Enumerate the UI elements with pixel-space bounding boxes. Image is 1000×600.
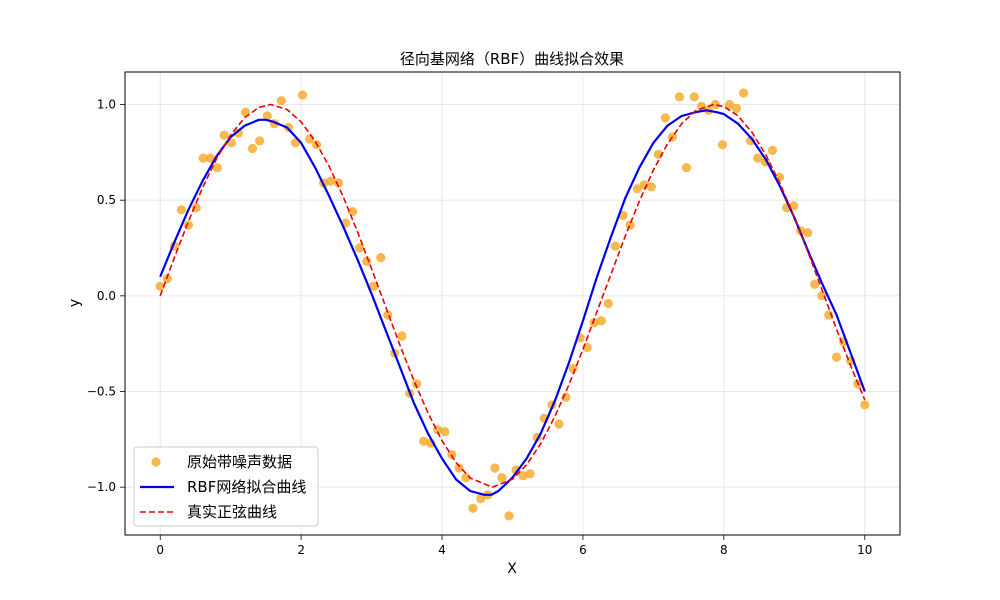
data-point [397,331,407,341]
data-point [689,92,699,102]
data-point [490,463,500,473]
data-point [554,419,564,429]
data-point [233,128,243,138]
x-tick-label: 2 [297,543,305,557]
data-point [832,352,842,362]
grid [125,72,900,535]
x-axis-label: X [507,561,517,577]
plot-frame [124,71,901,536]
data-point [183,220,193,230]
x-tick-label: 8 [720,543,728,557]
data-point [860,400,870,410]
chart-title: 径向基网络（RBF）曲线拟合效果 [400,50,624,68]
rbf-fit-line [159,109,866,496]
data-point [646,182,656,192]
data-point [476,494,486,504]
data-point [468,503,478,513]
data-point [717,140,728,150]
data-point [461,473,471,483]
data-point [753,153,763,163]
data-point [504,511,514,521]
legend-marker-scatter [151,457,161,467]
y-axis-label: y [67,299,83,307]
data-point [681,163,692,173]
y-tick-label: −0.5 [87,385,116,399]
data-point [205,153,215,163]
data-point [610,241,621,251]
y-tick-label: 0.5 [97,193,116,207]
legend-label: RBF网络拟合曲线 [187,478,306,496]
data-point [632,184,642,194]
x-tick-label: 6 [579,543,587,557]
data-point [255,136,265,146]
data-point [297,90,308,100]
scatter-series [155,88,870,521]
x-tick-label: 0 [156,543,164,557]
data-point [724,99,735,110]
data-point [198,153,208,163]
data-point [568,363,578,374]
data-point [497,473,507,483]
legend-box [133,446,319,527]
data-point [376,253,386,263]
plot-area [155,88,870,521]
data-point [326,176,336,186]
data-point [810,279,820,289]
data-point [525,469,535,479]
data-point [355,243,365,253]
data-point [348,207,358,217]
data-point [674,92,685,102]
x-tick-label: 10 [857,543,872,557]
y-tick-label: −1.0 [87,480,116,494]
data-point [454,463,464,473]
data-point [803,228,813,238]
data-point [176,205,186,215]
data-point [596,316,606,326]
data-point [767,145,778,155]
data-point [333,178,344,188]
data-point [276,96,286,106]
data-point [262,111,272,121]
legend-label: 真实正弦曲线 [187,503,277,521]
axis-ticks: 0 2 4 6 8 10 −1.0 −0.5 0.0 0.5 1.0 [87,98,873,557]
data-point [369,281,379,291]
y-tick-label: 1.0 [97,98,116,112]
data-point [639,180,649,190]
x-tick-label: 4 [438,543,446,557]
data-point [247,143,258,154]
data-point [440,427,450,437]
data-point [710,99,721,110]
data-point [155,281,165,291]
data-point [419,436,429,446]
data-point [212,163,222,173]
y-tick-label: 0.0 [97,289,116,303]
data-point [603,298,613,309]
data-point [518,471,528,481]
data-point [362,256,372,266]
data-point [447,450,457,460]
data-point [283,122,294,133]
data-point [219,130,229,140]
data-point [731,103,742,113]
data-point [589,318,599,328]
data-point [817,291,827,301]
data-point [412,379,422,389]
data-point [660,113,671,123]
true-sine-line [159,103,866,489]
data-point [739,88,749,98]
legend-label: 原始带噪声数据 [187,453,292,471]
